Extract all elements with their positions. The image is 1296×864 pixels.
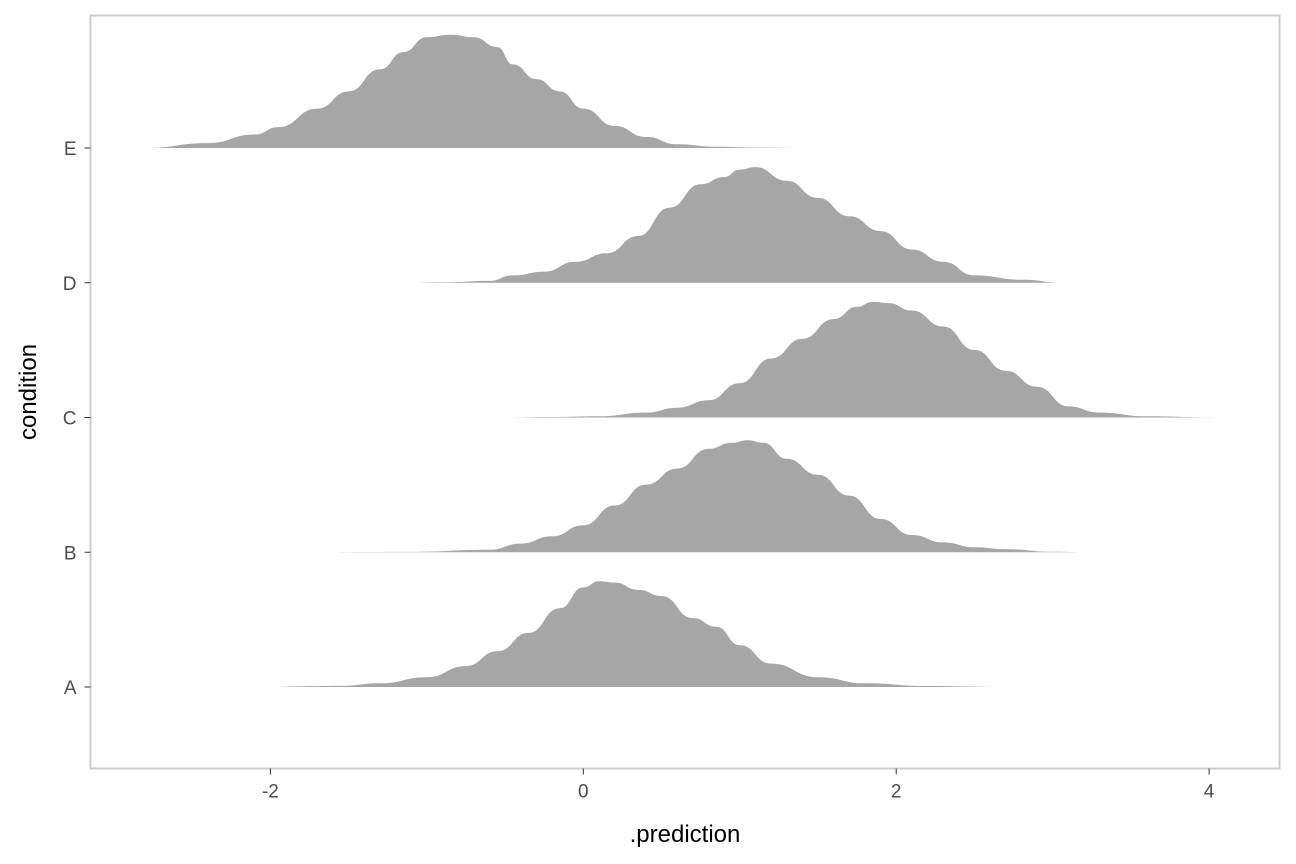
x-axis-title: .prediction xyxy=(630,821,741,848)
ridge-B xyxy=(320,440,1088,553)
density-ridges xyxy=(145,34,1217,687)
y-axis-title: condition xyxy=(15,344,42,440)
x-tick-label-4: 4 xyxy=(1204,782,1215,803)
ridge-C xyxy=(505,301,1217,418)
y-axis: A B C D E xyxy=(63,139,91,699)
x-tick-label-0: 0 xyxy=(578,782,589,803)
y-tick-label-A: A xyxy=(64,678,77,699)
x-tick-label--2: -2 xyxy=(262,782,279,803)
ridge-A xyxy=(265,581,1006,687)
x-axis: -2 0 2 4 xyxy=(262,768,1215,803)
y-tick-label-D: D xyxy=(63,274,77,295)
y-tick-label-B: B xyxy=(64,543,77,564)
y-tick-label-E: E xyxy=(64,139,77,160)
y-tick-label-C: C xyxy=(63,409,77,430)
ridge-D xyxy=(408,167,1066,283)
x-tick-label-2: 2 xyxy=(891,782,902,803)
ridge-E xyxy=(145,34,803,148)
